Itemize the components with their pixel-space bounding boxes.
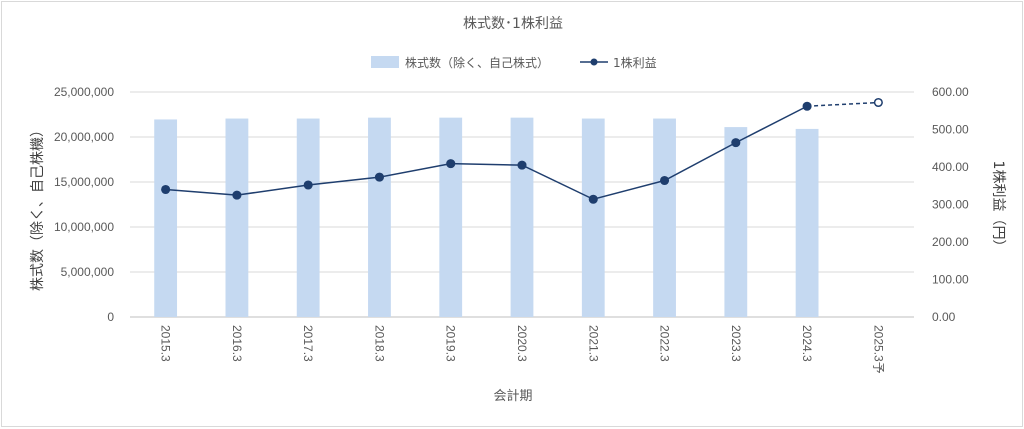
x-tick-label: 2023.3	[729, 325, 743, 362]
y-right-tick-label: 400.00	[932, 160, 969, 174]
bar	[724, 127, 748, 317]
y-left-tick-label: 20,000,000	[54, 130, 114, 144]
x-tick-label: 2019.3	[444, 325, 458, 362]
y-right-tick-label: 100.00	[932, 273, 969, 287]
y-right-tick-label: 300.00	[932, 198, 969, 212]
x-axis-title: 会計期	[493, 388, 532, 404]
x-axis-ticks: 2015.3 2016.3 2017.3 2018.3 2019.3 2020.3 2021…	[159, 325, 886, 374]
y-left-tick-label: 0	[107, 310, 114, 324]
eps-point	[374, 172, 385, 182]
x-tick-label: 2024.3	[800, 325, 814, 362]
legend: 株式数（除く、自己株式） 1株利益	[371, 55, 657, 70]
bar	[510, 117, 534, 318]
y-left-tick-label: 5,000,000	[61, 265, 115, 279]
bar	[653, 118, 676, 317]
legend-line-label: 1株利益	[613, 55, 657, 70]
right-axis-ticks: 0.00 100.00 200.00 300.00 400.00 500.00 600.00	[932, 85, 969, 324]
y-right-tick-label: 600.00	[932, 85, 969, 99]
bar	[581, 118, 605, 317]
line-series	[161, 97, 883, 204]
eps-line	[165, 105, 808, 201]
y-left-tick-label: 15,000,000	[54, 175, 114, 189]
y-axis-right-title: 1株利益（円）	[990, 161, 1006, 254]
legend-bar-swatch	[371, 56, 399, 68]
y-right-tick-label: 500.00	[932, 123, 969, 137]
y-left-tick-label: 10,000,000	[54, 220, 114, 234]
eps-point	[161, 184, 171, 195]
x-tick-label: 2020.3	[515, 325, 529, 362]
eps-point	[659, 175, 670, 186]
eps-forecast-point	[873, 97, 883, 108]
eps-point	[731, 138, 741, 148]
eps-point	[446, 159, 456, 169]
bar	[296, 118, 320, 317]
y-right-tick-label: 200.00	[932, 235, 969, 249]
eps-point	[588, 194, 598, 204]
bar	[439, 117, 463, 318]
eps-point	[517, 160, 527, 170]
eps-point	[232, 190, 242, 200]
bar	[368, 117, 391, 318]
bar-series	[154, 117, 819, 318]
x-tick-label: 2015.3	[159, 325, 173, 362]
chart-title: 株式数･1株利益	[463, 16, 563, 32]
x-tick-label: 2021.3	[586, 325, 600, 362]
bar	[225, 118, 249, 317]
x-tick-label: 2022.3	[658, 325, 672, 362]
bar	[795, 128, 819, 317]
y-axis-left-title: 株式数（除く、自己株機）	[30, 123, 46, 291]
y-right-tick-label: 0.00	[932, 310, 956, 324]
eps-point	[303, 180, 313, 190]
left-axis-ticks: 0 5,000,000 10,000,000 15,000,000 20,000,000…	[54, 85, 114, 324]
x-tick-label: 2017.3	[301, 325, 315, 362]
eps-forecast-line	[807, 101, 879, 107]
legend-bar-label: 株式数（除く、自己株式）	[405, 55, 549, 70]
x-tick-label: 2025.3予	[871, 325, 885, 374]
x-tick-label: 2018.3	[372, 325, 386, 362]
bar	[154, 119, 178, 317]
x-tick-label: 2016.3	[230, 325, 244, 362]
legend-line-marker	[590, 58, 598, 66]
y-left-tick-label: 25,000,000	[54, 85, 114, 99]
eps-point	[802, 101, 812, 111]
